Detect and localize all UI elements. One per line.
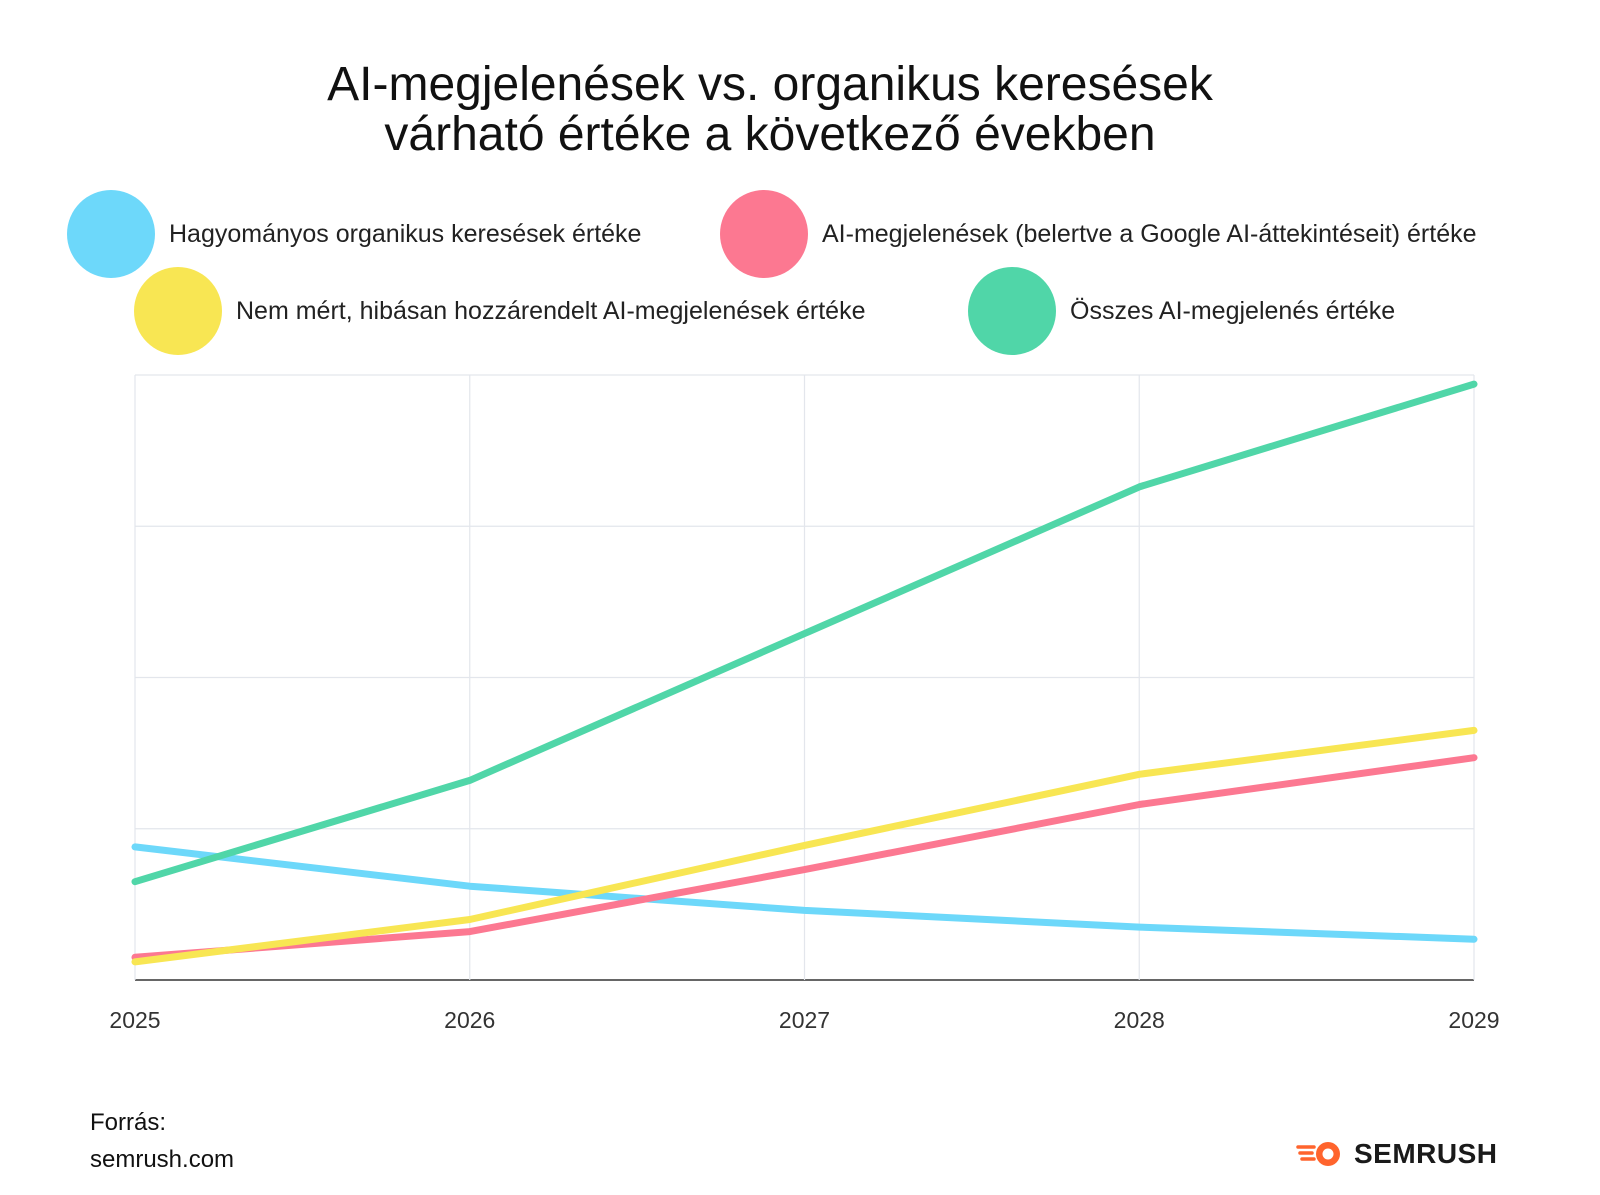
legend-label-total-ai: Összes AI-megjelenés értéke xyxy=(1070,296,1396,325)
semrush-flame-icon xyxy=(1296,1142,1340,1166)
legend-item-ai-mentions: AI-megjelenések (belertve a Google AI-át… xyxy=(720,190,1477,278)
x-tick-label: 2027 xyxy=(779,1007,830,1033)
legend-swatch-unmeasured xyxy=(134,267,222,355)
chart-title-line-2: várható értéke a következő években xyxy=(384,108,1156,161)
x-tick-label: 2026 xyxy=(444,1007,495,1033)
brand-name: SEMRUSH xyxy=(1354,1138,1498,1169)
x-tick-label: 2025 xyxy=(109,1007,160,1033)
chart-title-line-1: AI-megjelenések vs. organikus keresések xyxy=(327,58,1213,111)
x-tick-label: 2028 xyxy=(1114,1007,1165,1033)
source-label: Forrás: xyxy=(90,1109,167,1136)
legend-label-unmeasured: Nem mért, hibásan hozzárendelt AI-megjel… xyxy=(236,296,866,325)
series-line-2 xyxy=(131,726,1478,966)
chart-title: AI-megjelenések vs. organikus keresések … xyxy=(0,60,1540,160)
legend-item-total-ai: Összes AI-megjelenés értéke xyxy=(968,267,1395,355)
line-chart: 2025 2026 2027 2028 2029 xyxy=(109,374,1500,1033)
legend-swatch-ai-mentions xyxy=(720,190,808,278)
legend-swatch-total-ai xyxy=(968,267,1056,355)
source-note: Forrás: semrush.com xyxy=(90,1104,234,1178)
series-line-1 xyxy=(131,754,1478,961)
legend-swatch-organic xyxy=(67,190,155,278)
series-line-0 xyxy=(131,843,1478,943)
legend-item-organic: Hagyományos organikus keresések értéke xyxy=(67,190,641,278)
legend-label-organic: Hagyományos organikus keresések értéke xyxy=(169,219,642,248)
legend-label-ai-mentions: AI-megjelenések (belertve a Google AI-át… xyxy=(822,219,1477,248)
x-tick-label: 2029 xyxy=(1448,1007,1499,1033)
semrush-logo: SEMRUSH xyxy=(1296,1138,1498,1170)
series-line-3 xyxy=(131,380,1478,886)
source-link[interactable]: semrush.com xyxy=(90,1146,235,1173)
legend-item-unmeasured: Nem mért, hibásan hozzárendelt AI-megjel… xyxy=(134,267,866,355)
